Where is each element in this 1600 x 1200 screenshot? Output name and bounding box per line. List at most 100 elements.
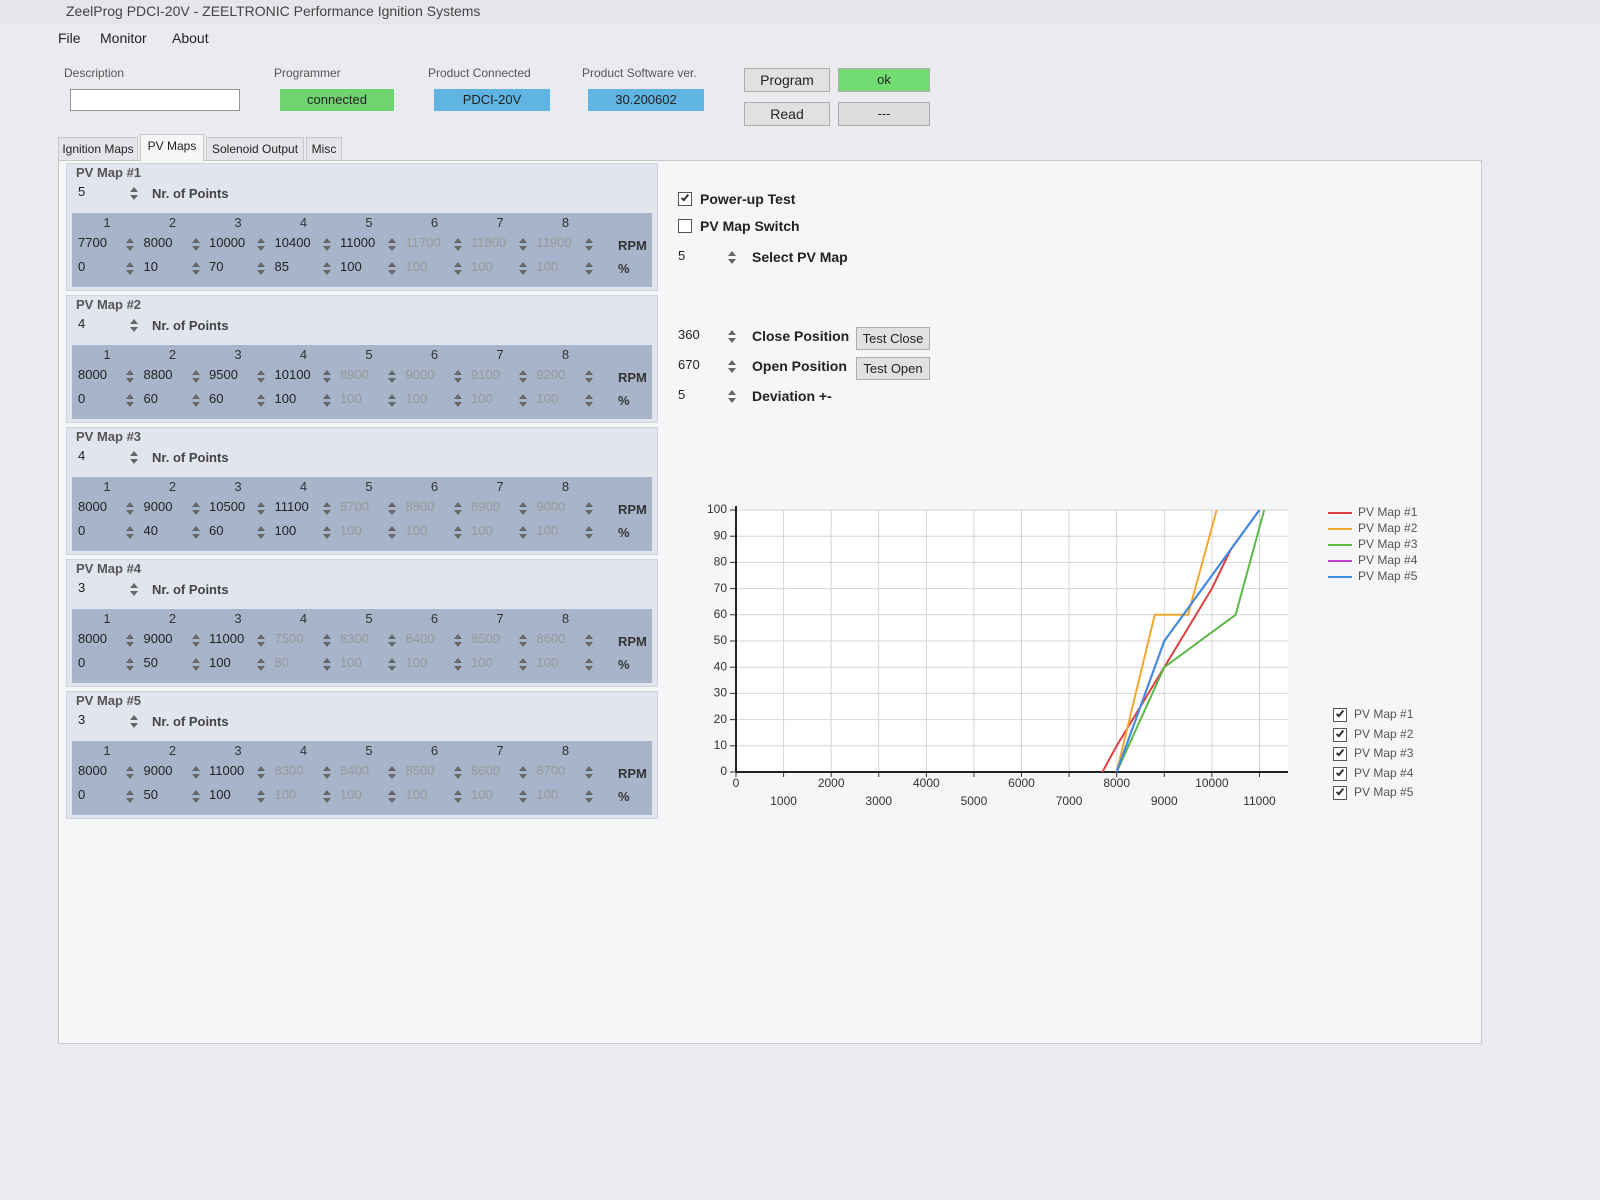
checkbox[interactable] bbox=[678, 219, 692, 233]
spin-box[interactable]: 9100 bbox=[471, 367, 529, 387]
spin-box[interactable]: 8000 bbox=[144, 235, 202, 255]
spin-box[interactable]: 100 bbox=[537, 787, 595, 807]
spin-box[interactable]: 10000 bbox=[209, 235, 267, 255]
spin-box[interactable]: 100 bbox=[537, 259, 595, 279]
spin-box[interactable]: 100 bbox=[209, 787, 267, 807]
spin-box[interactable]: 100 bbox=[340, 391, 398, 411]
spin-box[interactable]: 100 bbox=[537, 523, 595, 543]
spin-box[interactable]: 80 bbox=[275, 655, 333, 675]
spin-box[interactable]: 100 bbox=[537, 655, 595, 675]
menu-item[interactable]: Monitor bbox=[100, 30, 147, 46]
spin-box[interactable]: 3 bbox=[78, 580, 140, 600]
spin-box[interactable]: 11100 bbox=[275, 499, 333, 519]
spin-box[interactable]: 60 bbox=[209, 391, 267, 411]
spin-box[interactable]: 50 bbox=[144, 787, 202, 807]
spin-box[interactable]: 11900 bbox=[537, 235, 595, 255]
spin-box[interactable]: 9000 bbox=[144, 631, 202, 651]
spin-box[interactable]: 8700 bbox=[340, 499, 398, 519]
spin-box[interactable]: 100 bbox=[406, 391, 464, 411]
spin-box[interactable]: 100 bbox=[275, 787, 333, 807]
spin-box[interactable]: 3 bbox=[78, 712, 140, 732]
spin-box[interactable]: 40 bbox=[144, 523, 202, 543]
spin-box[interactable]: 7700 bbox=[78, 235, 136, 255]
spin-box[interactable]: 10 bbox=[144, 259, 202, 279]
spin-box[interactable]: 0 bbox=[78, 391, 136, 411]
spin-box[interactable]: 0 bbox=[78, 523, 136, 543]
checkbox[interactable] bbox=[1333, 766, 1347, 781]
spin-box[interactable]: 9000 bbox=[537, 499, 595, 519]
checkbox[interactable] bbox=[1333, 786, 1347, 800]
spin-box[interactable]: 8500 bbox=[471, 631, 529, 651]
spin-box[interactable]: 4 bbox=[78, 316, 140, 336]
spin-box[interactable]: 8800 bbox=[406, 499, 464, 519]
spin-box[interactable]: 8000 bbox=[78, 367, 136, 387]
spin-box[interactable]: 4 bbox=[78, 448, 140, 468]
spin-box[interactable]: 100 bbox=[406, 259, 464, 279]
spin-box[interactable]: 85 bbox=[275, 259, 333, 279]
spin-box[interactable]: 11000 bbox=[209, 763, 267, 783]
spin-box[interactable]: 100 bbox=[340, 523, 398, 543]
spin-box[interactable]: 11000 bbox=[209, 631, 267, 651]
spin-box[interactable]: 60 bbox=[144, 391, 202, 411]
spin-box[interactable]: 100 bbox=[537, 391, 595, 411]
menu-item[interactable]: About bbox=[172, 30, 209, 46]
action-button[interactable]: Program bbox=[744, 68, 830, 92]
spin-box[interactable]: 100 bbox=[340, 655, 398, 675]
spin-box[interactable]: 0 bbox=[78, 787, 136, 807]
spin-box[interactable]: 50 bbox=[144, 655, 202, 675]
spin-box[interactable]: 100 bbox=[275, 523, 333, 543]
checkbox[interactable] bbox=[678, 192, 692, 206]
spin-box[interactable]: 9000 bbox=[406, 367, 464, 387]
spin-box[interactable]: 10500 bbox=[209, 499, 267, 519]
spin-box[interactable]: 60 bbox=[209, 523, 267, 543]
spin-box[interactable]: 100 bbox=[471, 787, 529, 807]
tab[interactable]: Solenoid Output bbox=[206, 137, 304, 160]
spin-box[interactable]: 10100 bbox=[275, 367, 333, 387]
spin-box[interactable]: 9500 bbox=[209, 367, 267, 387]
spin-box[interactable]: 9000 bbox=[144, 763, 202, 783]
spin-box[interactable]: 8000 bbox=[78, 499, 136, 519]
spin-box[interactable]: 8800 bbox=[144, 367, 202, 387]
checkbox[interactable] bbox=[1333, 708, 1347, 722]
spin-box[interactable]: 100 bbox=[471, 391, 529, 411]
spin-box[interactable]: 8500 bbox=[406, 763, 464, 783]
spin-box[interactable]: 0 bbox=[78, 655, 136, 675]
spin-box[interactable]: 8300 bbox=[340, 631, 398, 651]
spin-box[interactable]: 5 bbox=[78, 184, 140, 204]
spin-box[interactable]: 8400 bbox=[340, 763, 398, 783]
spin-box[interactable]: 7500 bbox=[275, 631, 333, 651]
spin-box[interactable]: 0 bbox=[78, 259, 136, 279]
menu-item[interactable]: File bbox=[58, 30, 81, 46]
checkbox[interactable] bbox=[1333, 747, 1347, 761]
tab[interactable]: PV Maps bbox=[140, 134, 204, 161]
spin-box[interactable]: 8600 bbox=[471, 763, 529, 783]
spin-box[interactable]: 5 bbox=[678, 248, 738, 268]
test-button[interactable]: Test Open bbox=[856, 357, 930, 380]
spin-box[interactable]: 9200 bbox=[537, 367, 595, 387]
spin-box[interactable]: 100 bbox=[406, 523, 464, 543]
spin-box[interactable]: 100 bbox=[406, 787, 464, 807]
description-input[interactable] bbox=[70, 89, 240, 111]
spin-box[interactable]: 8700 bbox=[537, 763, 595, 783]
spin-box[interactable]: 8900 bbox=[471, 499, 529, 519]
spin-box[interactable]: 5 bbox=[678, 387, 738, 407]
spin-box[interactable]: 100 bbox=[471, 523, 529, 543]
spin-box[interactable]: 8300 bbox=[275, 763, 333, 783]
spin-box[interactable]: 8000 bbox=[78, 631, 136, 651]
spin-box[interactable]: 9000 bbox=[144, 499, 202, 519]
spin-box[interactable]: 11700 bbox=[406, 235, 464, 255]
spin-box[interactable]: 360 bbox=[678, 327, 738, 347]
tab[interactable]: Misc bbox=[306, 137, 342, 160]
spin-box[interactable]: 11800 bbox=[471, 235, 529, 255]
spin-box[interactable]: 100 bbox=[471, 655, 529, 675]
spin-box[interactable]: 10400 bbox=[275, 235, 333, 255]
spin-box[interactable]: 8400 bbox=[406, 631, 464, 651]
action-button[interactable]: Read bbox=[744, 102, 830, 126]
spin-box[interactable]: 670 bbox=[678, 357, 738, 377]
spin-box[interactable]: 100 bbox=[340, 787, 398, 807]
spin-box[interactable]: 8600 bbox=[537, 631, 595, 651]
spin-box[interactable]: 100 bbox=[471, 259, 529, 279]
checkbox[interactable] bbox=[1333, 727, 1347, 742]
spin-box[interactable]: 100 bbox=[406, 655, 464, 675]
spin-box[interactable]: 100 bbox=[275, 391, 333, 411]
